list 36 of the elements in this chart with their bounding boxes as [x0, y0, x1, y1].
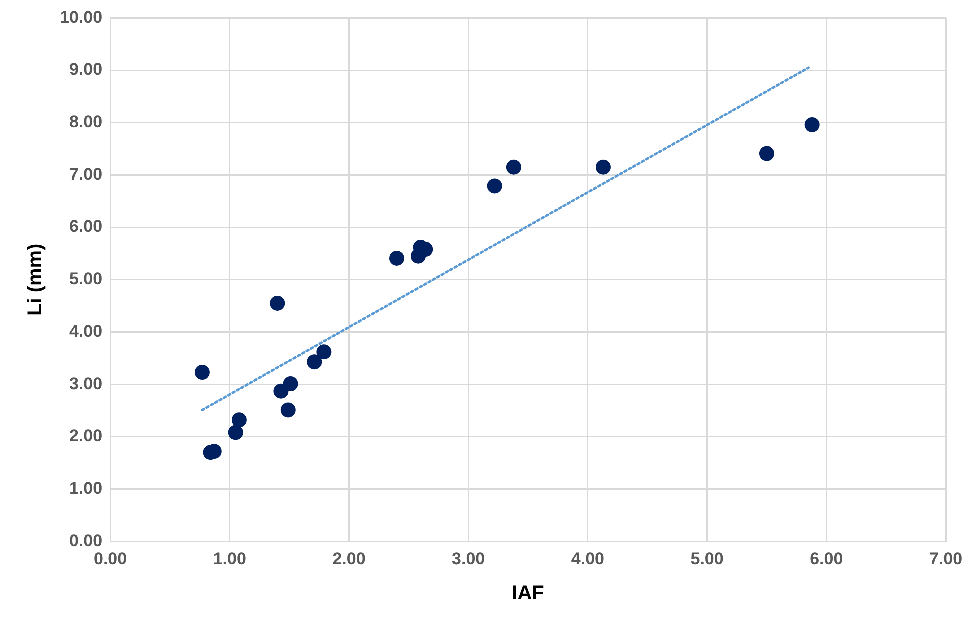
y-tick-label: 3.00: [69, 374, 103, 394]
point: [759, 146, 774, 162]
y-tick-label: 5.00: [69, 270, 103, 289]
point: [804, 117, 820, 132]
y-tick-label: 10.00: [60, 8, 103, 27]
point: [194, 365, 210, 380]
x-tick-label: 7.00: [929, 549, 963, 568]
y-tick-label: 2.00: [69, 426, 103, 446]
x-tick-label: 5.00: [690, 549, 724, 568]
point: [389, 250, 404, 266]
x-tick-label: 6.00: [810, 549, 844, 568]
point: [316, 344, 332, 360]
y-axis-title: Li (mm): [24, 244, 47, 316]
point: [270, 296, 286, 311]
x-tick-label: 1.00: [213, 549, 246, 568]
y-tick-label: 1.00: [69, 478, 103, 498]
x-axis-title: IAF: [512, 582, 544, 605]
y-tick-label: 9.00: [69, 60, 103, 80]
point: [283, 376, 298, 392]
x-tick-label: 3.00: [452, 549, 486, 568]
point: [228, 425, 244, 440]
x-tick-label: 0.00: [94, 549, 128, 568]
y-tick-label: 6.00: [69, 217, 103, 236]
x-tick-label: 2.00: [332, 549, 366, 568]
point: [487, 178, 502, 194]
point: [596, 160, 611, 175]
y-tick-label: 8.00: [69, 112, 103, 132]
point: [307, 354, 322, 370]
y-tick-label: 7.00: [69, 164, 103, 184]
y-tick-label: 4.00: [69, 322, 103, 341]
y-tick-label: 0.00: [69, 531, 103, 550]
point: [232, 412, 247, 428]
point: [274, 384, 289, 399]
point: [506, 160, 522, 175]
point: [280, 402, 296, 418]
x-tick-label: 4.00: [571, 549, 604, 568]
